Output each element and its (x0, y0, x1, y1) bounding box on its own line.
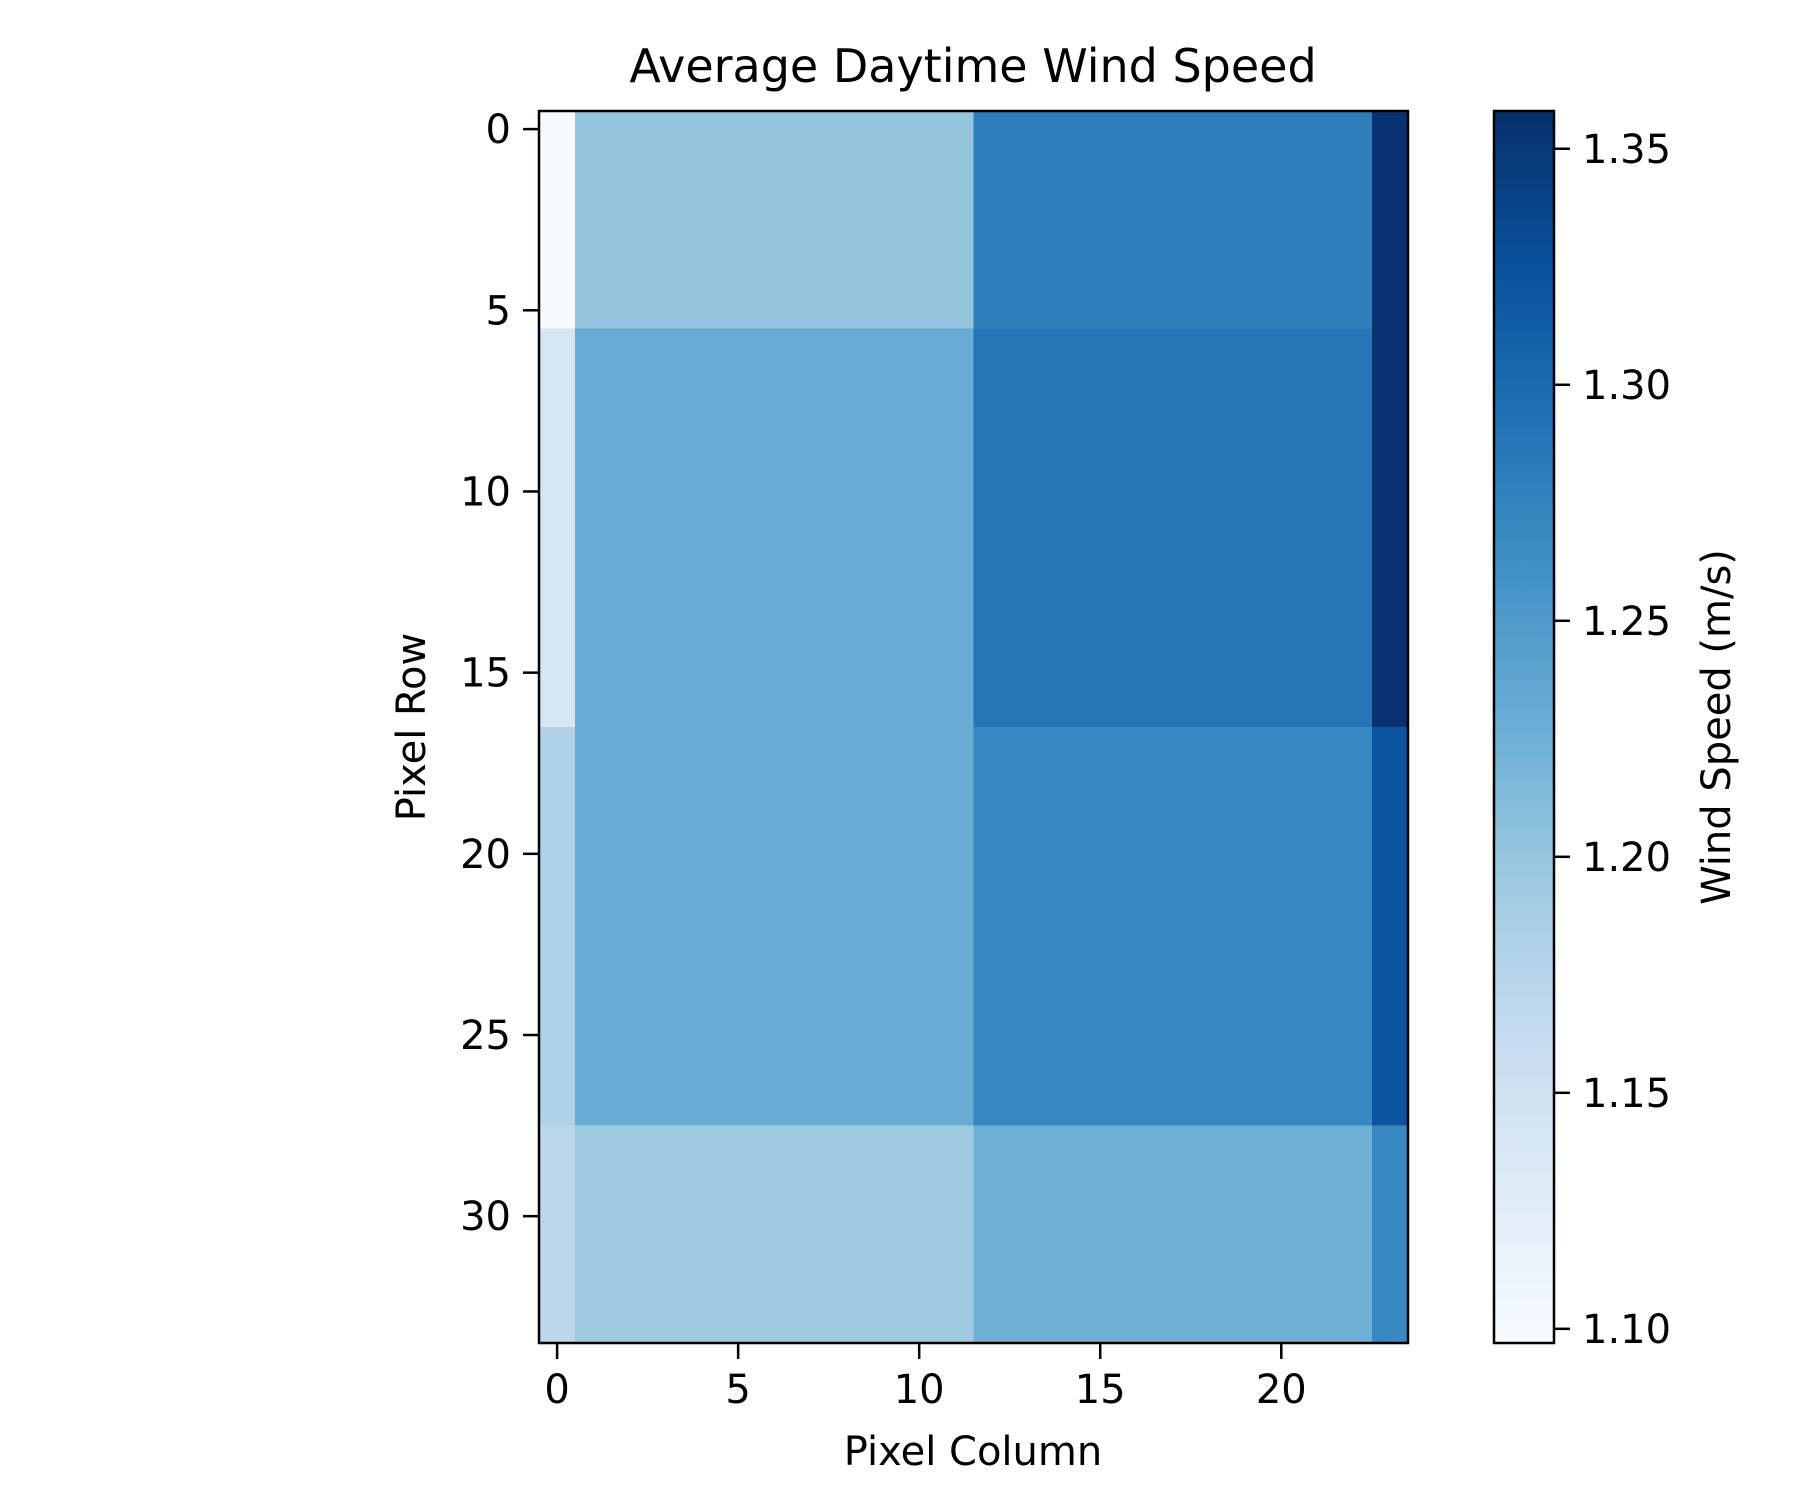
heatmap-cell (973, 727, 1372, 1126)
x-tick-label: 10 (894, 1367, 945, 1413)
x-axis-label: Pixel Column (844, 1429, 1102, 1475)
y-tick-label: 30 (460, 1194, 511, 1240)
colorbar-tick-label: 1.20 (1582, 835, 1671, 881)
heatmap-cell (973, 111, 1372, 329)
heatmap-cell (575, 1125, 974, 1343)
colorbar-label: Wind Speed (m/s) (1694, 549, 1740, 905)
heatmap-cell (1371, 727, 1408, 1126)
colorbar-tick-label: 1.30 (1582, 363, 1671, 409)
y-axis-ticks: 0 5 10 15 20 25 30 (460, 107, 539, 1240)
heatmap-cell (1371, 1125, 1408, 1343)
heatmap-cell (973, 1125, 1372, 1343)
colorbar-ticks: 1.10 1.15 1.20 1.25 1.30 1.35 (1554, 127, 1671, 1353)
heatmap-cell (539, 111, 576, 329)
y-tick-label: 10 (460, 469, 511, 515)
heatmap-cell (539, 1125, 576, 1343)
x-tick-label: 5 (725, 1367, 750, 1413)
x-tick-label: 0 (544, 1367, 569, 1413)
heatmap-cell (973, 328, 1372, 727)
heatmap-cells (539, 111, 1408, 1343)
x-tick-label: 15 (1075, 1367, 1126, 1413)
y-tick-label: 25 (460, 1013, 511, 1059)
y-axis-label: Pixel Row (389, 633, 435, 821)
heatmap-cell (575, 328, 974, 727)
colorbar-tick-label: 1.10 (1582, 1307, 1671, 1353)
heatmap-cell (575, 727, 974, 1126)
heatmap-cell (539, 328, 576, 727)
colorbar-tick-label: 1.25 (1582, 599, 1671, 645)
colorbar-tick-label: 1.15 (1582, 1071, 1671, 1117)
y-tick-label: 5 (486, 288, 511, 334)
heatmap-cell (575, 111, 974, 329)
plot-frame (537, 109, 1410, 1345)
heatmap-cell (1371, 328, 1408, 727)
x-axis-ticks: 0 5 10 15 20 (544, 1343, 1307, 1413)
y-tick-label: 20 (460, 832, 511, 878)
colorbar-frame (1492, 109, 1556, 1345)
chart-title: Average Daytime Wind Speed (629, 39, 1316, 93)
heatmap-cell (1371, 111, 1408, 329)
y-tick-label: 15 (460, 651, 511, 697)
heatmap-cell (539, 727, 576, 1126)
x-tick-label: 20 (1256, 1367, 1307, 1413)
colorbar-tick-label: 1.35 (1582, 127, 1671, 173)
y-tick-label: 0 (486, 107, 511, 153)
colorbar (1494, 111, 1554, 1343)
